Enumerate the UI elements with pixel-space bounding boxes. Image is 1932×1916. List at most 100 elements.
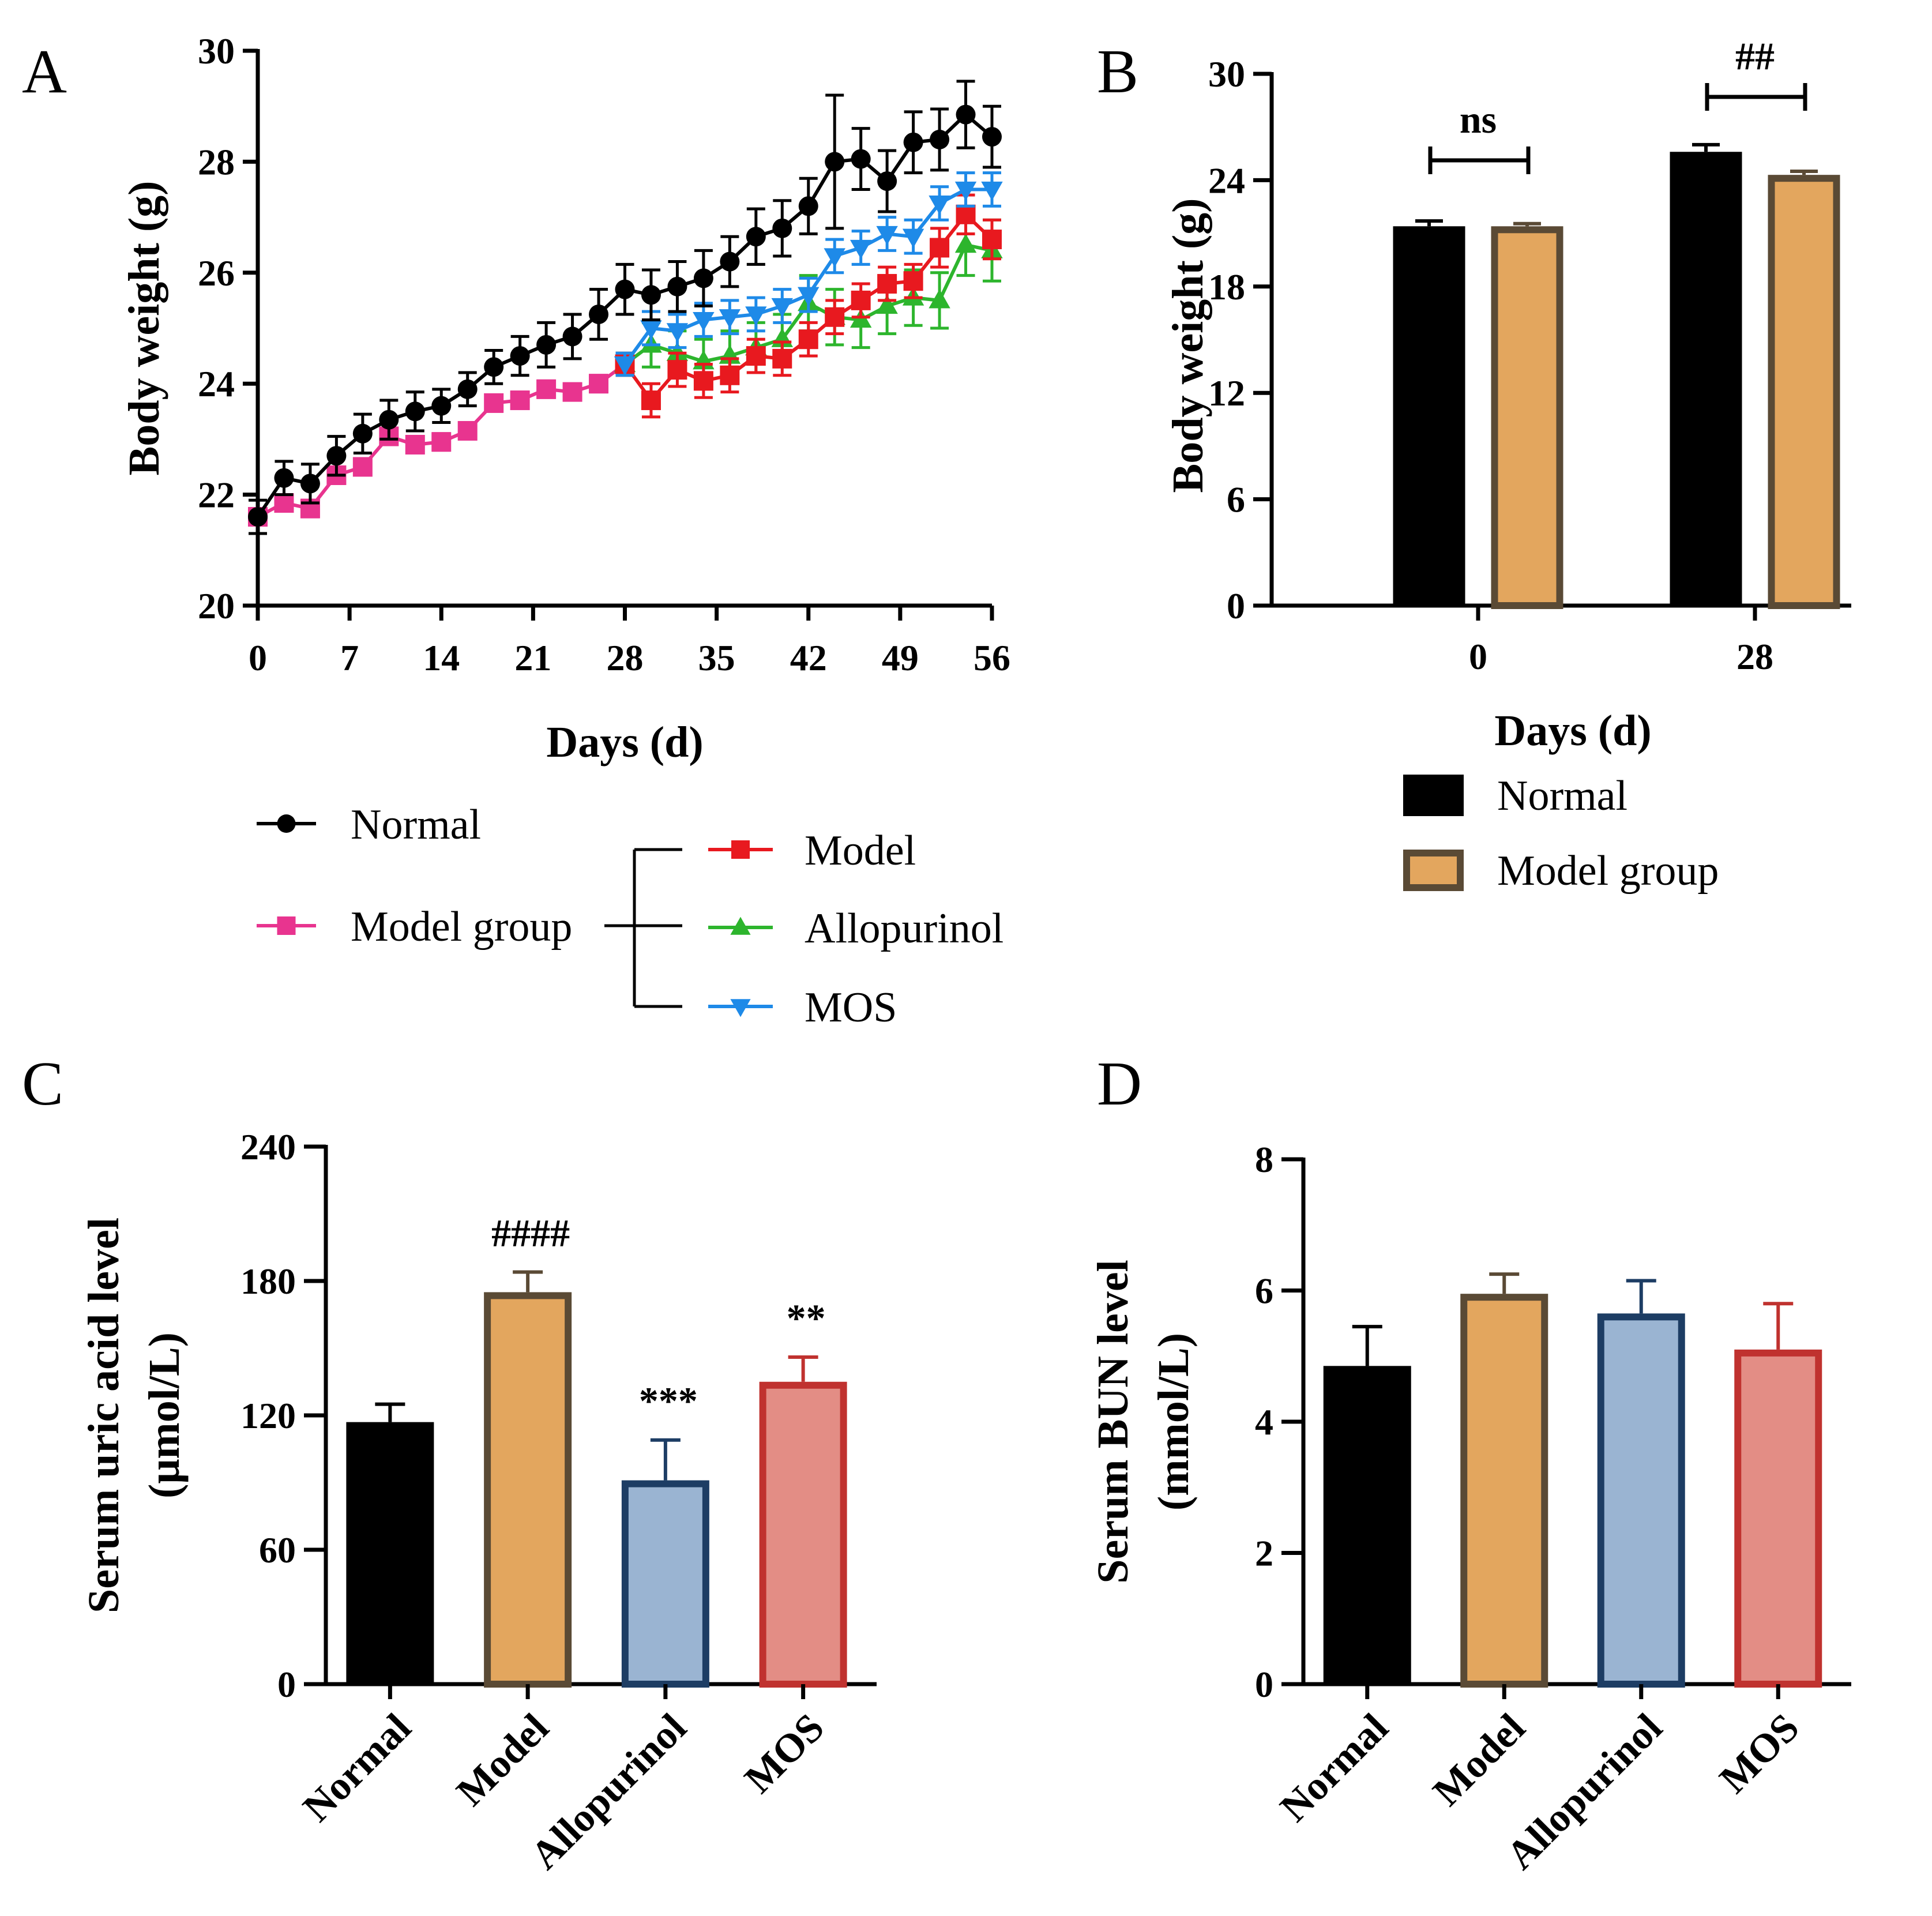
x-tick-label: 28 bbox=[1736, 636, 1773, 677]
y-tick-label: 6 bbox=[1255, 1271, 1273, 1312]
series-normal bbox=[248, 80, 1002, 535]
y-tick-label: 240 bbox=[240, 1126, 296, 1167]
data-point bbox=[876, 294, 898, 314]
data-point bbox=[956, 104, 976, 125]
data-point bbox=[667, 276, 687, 296]
data-point bbox=[562, 326, 582, 347]
y-tick-label: 6 bbox=[1227, 479, 1245, 520]
bar-group-normal bbox=[346, 1402, 434, 1684]
bar-group-allopurinol bbox=[621, 1438, 709, 1688]
data-point bbox=[771, 298, 793, 318]
data-point bbox=[851, 290, 871, 310]
y-tick-label: 26 bbox=[198, 253, 235, 294]
legend-label: Normal bbox=[351, 801, 481, 848]
y-axis-title: Body weight (g) bbox=[1164, 198, 1212, 493]
data-point bbox=[614, 356, 636, 376]
legend-swatch bbox=[1403, 775, 1464, 816]
legend-label: Model group bbox=[351, 903, 572, 951]
y-axis-title-line1: Serum uric acid level bbox=[80, 1218, 128, 1613]
data-point bbox=[825, 152, 845, 172]
y-tick-label: 24 bbox=[1208, 160, 1245, 201]
legend-item-model: Model bbox=[708, 827, 916, 874]
y-tick-label: 4 bbox=[1255, 1402, 1273, 1442]
y-tick-label: 0 bbox=[1227, 585, 1245, 626]
series-mos bbox=[614, 171, 1003, 377]
panel-letter-c: C bbox=[22, 1050, 63, 1118]
y-tick-label: 18 bbox=[1208, 266, 1245, 307]
data-point bbox=[745, 306, 767, 326]
x-tick-label: 56 bbox=[973, 637, 1010, 678]
legend: Normal Model group bbox=[1403, 772, 1719, 895]
data-point bbox=[954, 181, 977, 201]
panel-letter-b: B bbox=[1097, 37, 1138, 106]
data-point bbox=[981, 181, 1003, 201]
bar-group-mos bbox=[1734, 1302, 1822, 1688]
data-point bbox=[326, 446, 347, 466]
x-tick-label: 35 bbox=[698, 637, 735, 678]
data-point bbox=[798, 196, 818, 216]
data-point bbox=[720, 251, 740, 272]
x-category-label: Normal bbox=[295, 1705, 420, 1831]
data-point bbox=[693, 371, 713, 391]
data-point bbox=[720, 365, 740, 385]
y-tick-label: 60 bbox=[259, 1530, 296, 1571]
legend-marker bbox=[277, 814, 296, 833]
data-point bbox=[562, 382, 582, 402]
data-point bbox=[666, 323, 689, 343]
legend-marker bbox=[277, 916, 296, 935]
data-point bbox=[641, 390, 661, 411]
bar-model bbox=[484, 1292, 572, 1688]
bar-group-model bbox=[484, 1270, 572, 1688]
bar-group-model bbox=[1460, 1272, 1548, 1688]
x-category-label: MOS bbox=[1711, 1705, 1807, 1802]
x-tick-label: 0 bbox=[249, 637, 267, 678]
bar-model-group bbox=[1491, 226, 1563, 610]
bar-model bbox=[1460, 1294, 1548, 1688]
data-point bbox=[457, 379, 478, 399]
data-point bbox=[929, 289, 950, 309]
y-tick-label: 22 bbox=[198, 475, 235, 516]
data-point bbox=[772, 348, 792, 369]
data-point bbox=[772, 218, 792, 238]
data-point bbox=[824, 248, 845, 268]
legend-label: Allopurinol bbox=[805, 905, 1003, 952]
y-axis-title-line2: (mmol/L) bbox=[1149, 1333, 1198, 1511]
x-tick-label: 14 bbox=[423, 637, 460, 678]
x-category-label: Model bbox=[1424, 1705, 1533, 1814]
data-point bbox=[982, 127, 1002, 147]
series-model bbox=[615, 193, 1002, 419]
data-point bbox=[484, 393, 504, 413]
data-point bbox=[352, 423, 373, 444]
panel-b-bar-chart: 0 6 12 18 24 30 0 ns 28 ## Days (d) Body weight (g)… bbox=[1164, 34, 1851, 895]
data-point bbox=[274, 493, 294, 513]
y-tick-label: 30 bbox=[198, 31, 235, 72]
data-point bbox=[536, 379, 557, 399]
data-point bbox=[851, 149, 871, 169]
bar-normal bbox=[1323, 1366, 1411, 1684]
data-point bbox=[589, 304, 609, 324]
data-point bbox=[666, 341, 689, 361]
data-point bbox=[667, 360, 687, 380]
y-tick-label: 24 bbox=[198, 363, 235, 404]
x-category-label: Model bbox=[448, 1705, 557, 1814]
y-tick-label: 20 bbox=[198, 585, 235, 626]
y-axis-title-line1: Serum BUN level bbox=[1089, 1260, 1137, 1583]
data-point bbox=[825, 307, 845, 327]
bar-mos bbox=[1734, 1349, 1822, 1688]
legend-label: Model bbox=[805, 827, 916, 874]
legend-item-normal: Normal bbox=[257, 801, 481, 848]
data-point bbox=[510, 390, 530, 411]
data-point bbox=[982, 230, 1002, 250]
bar-normal bbox=[346, 1422, 434, 1684]
y-axis-title: Body weight (g) bbox=[120, 181, 168, 476]
legend-item-normal: Normal bbox=[1403, 772, 1627, 820]
panel-a-line-chart: 20 22 24 26 28 30 0 7 14 21 28 35 42 49 56 Days (d) Body… bbox=[120, 31, 1010, 1031]
data-point bbox=[929, 195, 950, 215]
x-tick-label: 28 bbox=[607, 637, 644, 678]
legend: Normal Model group Model Allopurinol MOS bbox=[257, 801, 1003, 1031]
y-tick-label: 28 bbox=[198, 141, 235, 182]
data-point bbox=[274, 468, 294, 488]
data-point bbox=[954, 234, 977, 253]
